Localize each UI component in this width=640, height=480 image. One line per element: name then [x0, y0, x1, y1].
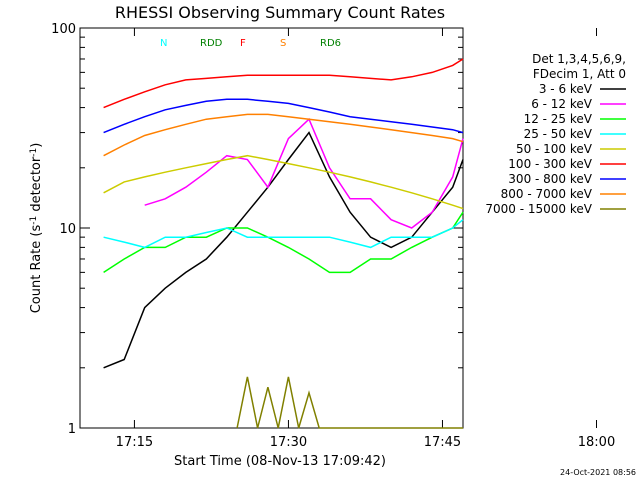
overlay-label-1: RDD [200, 38, 223, 49]
y-tick-label-2: 1 [68, 422, 76, 437]
overlay-label-3: S [280, 38, 286, 49]
series-line-4 [103, 154, 464, 210]
x-tick-label-0: 17:15 [116, 435, 153, 450]
x-tick-label-2: 17:45 [424, 435, 461, 450]
legend-label-2: 12 - 25 keV [524, 112, 593, 126]
chart-title: RHESSI Observing Summary Count Rates [115, 3, 445, 22]
legend-header-line-2: FDecim 1, Att 0 [533, 67, 626, 81]
legend-label-8: 7000 - 15000 keV [485, 202, 592, 216]
series-line-6 [103, 98, 464, 134]
series-line-3 [103, 219, 464, 249]
footer-date: 24-Oct-2021 08:56 [560, 468, 636, 477]
overlay-label-4: RD6 [320, 38, 341, 49]
series-line-1 [144, 117, 464, 229]
overlay-label-0: N [160, 38, 167, 49]
plot-frame [79, 27, 464, 429]
x-axis-label: Start Time (08-Nov-13 17:09:42) [174, 454, 386, 469]
x-tick-label-1: 17:30 [270, 435, 307, 450]
legend-label-1: 6 - 12 keV [531, 97, 593, 111]
legend-label-5: 100 - 300 keV [508, 157, 592, 171]
overlay-layer: N RDD F S RD6 [160, 38, 341, 49]
legend-label-3: 25 - 50 keV [524, 127, 593, 141]
y-tick-label-1: 10 [59, 222, 76, 237]
legend-label-4: 50 - 100 keV [516, 142, 593, 156]
y-tick-label-0: 100 [51, 22, 76, 37]
series-layer [103, 58, 464, 429]
y-axis-label: Count Rate (s-1 detector-1) [29, 143, 44, 314]
series-line-8 [236, 376, 463, 429]
legend-header-line-1: Det 1,3,4,5,6,9, [532, 52, 626, 66]
series-line-0 [103, 131, 464, 369]
legend-label-0: 3 - 6 keV [539, 82, 593, 96]
x-tick-label-3: 18:00 [578, 435, 615, 450]
legend-label-6: 300 - 800 keV [508, 172, 592, 186]
legend-label-7: 800 - 7000 keV [501, 187, 593, 201]
series-line-2 [103, 211, 464, 274]
series-line-5 [103, 58, 464, 109]
series-line-7 [103, 113, 464, 157]
y-axis: 100 10 1 [51, 22, 463, 437]
overlay-label-2: F [240, 38, 246, 49]
